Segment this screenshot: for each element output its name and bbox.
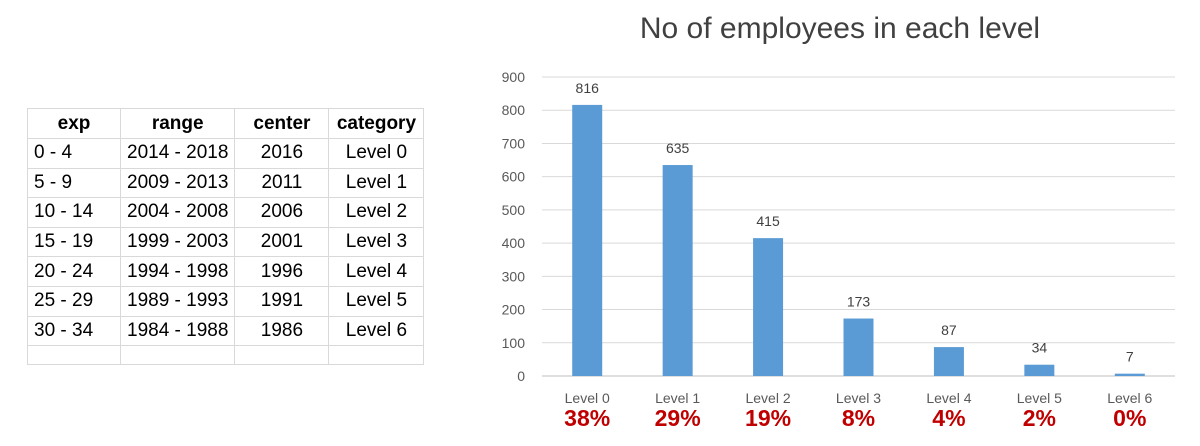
data-label: 415 — [756, 213, 780, 229]
table-row: 0 - 4 2014 - 2018 2016 Level 0 — [27, 138, 425, 169]
header-range: range — [119, 108, 236, 139]
exp-cell: 30 - 34 — [27, 315, 121, 347]
bar — [572, 104, 603, 376]
y-tick-label: 200 — [502, 302, 526, 318]
table-header-row: exp range center category — [27, 108, 425, 139]
center-cell: 1991 — [234, 285, 330, 317]
data-label: 87 — [941, 322, 957, 338]
y-tick-label: 300 — [502, 268, 526, 284]
percent-label: 0% — [1113, 405, 1147, 431]
table-row: 20 - 24 1994 - 1998 1996 Level 4 — [27, 256, 425, 287]
y-tick-label: 600 — [502, 169, 526, 185]
range-cell: 1984 - 1988 — [119, 315, 236, 347]
table-row: 15 - 19 1999 - 2003 2001 Level 3 — [27, 226, 425, 258]
percent-label: 4% — [932, 405, 966, 431]
category-cell: Level 4 — [328, 256, 425, 287]
table-row: 5 - 9 2009 - 2013 2011 Level 1 — [27, 167, 425, 199]
y-tick-label: 100 — [502, 335, 526, 351]
data-label: 816 — [576, 80, 600, 96]
y-tick-label: 0 — [517, 368, 525, 384]
exp-cell: 15 - 19 — [27, 226, 121, 258]
category-cell: Level 3 — [328, 226, 425, 258]
exp-cell: 25 - 29 — [27, 285, 121, 317]
y-tick-label: 500 — [502, 202, 526, 218]
y-tick-label: 800 — [502, 102, 526, 118]
exp-cell: 10 - 14 — [27, 197, 121, 228]
bar — [933, 347, 964, 376]
x-tick-label: Level 2 — [745, 390, 790, 406]
percent-label: 29% — [654, 405, 701, 431]
empty-cell — [328, 345, 425, 366]
data-label: 7 — [1126, 349, 1134, 365]
percent-label: 38% — [564, 405, 611, 431]
table-row: 10 - 14 2004 - 2008 2006 Level 2 — [27, 197, 425, 228]
x-tick-label: Level 5 — [1017, 390, 1062, 406]
data-label: 34 — [1032, 340, 1048, 356]
bar — [1024, 364, 1055, 376]
center-cell: 2016 — [234, 138, 330, 169]
exp-cell: 5 - 9 — [27, 167, 121, 199]
category-cell: Level 6 — [328, 315, 425, 347]
y-tick-label: 900 — [502, 69, 526, 85]
range-cell: 2009 - 2013 — [119, 167, 236, 199]
center-cell: 1986 — [234, 315, 330, 347]
category-cell: Level 5 — [328, 285, 425, 317]
table-row: 25 - 29 1989 - 1993 1991 Level 5 — [27, 285, 425, 317]
header-category: category — [328, 108, 425, 139]
x-tick-label: Level 6 — [1107, 390, 1152, 406]
data-label: 635 — [666, 140, 690, 156]
x-tick-label: Level 1 — [655, 390, 700, 406]
exp-cell: 20 - 24 — [27, 256, 121, 287]
bar — [662, 165, 693, 376]
x-tick-label: Level 3 — [836, 390, 881, 406]
y-tick-label: 700 — [502, 135, 526, 151]
percent-label: 8% — [841, 405, 876, 431]
data-table: exp range center category 0 - 4 2014 - 20… — [27, 108, 425, 366]
data-label: 173 — [847, 294, 871, 310]
range-cell: 2004 - 2008 — [119, 197, 236, 228]
bar — [1114, 373, 1145, 376]
bar — [753, 238, 784, 376]
chart-title: No of employees in each level — [639, 12, 1041, 45]
percent-label: 19% — [745, 405, 792, 431]
header-exp: exp — [27, 108, 121, 139]
range-cell: 1989 - 1993 — [119, 285, 236, 317]
table-empty-row — [27, 345, 425, 366]
x-tick-label: Level 4 — [926, 390, 971, 406]
category-cell: Level 2 — [328, 197, 425, 228]
empty-cell — [119, 345, 236, 366]
x-tick-label: Level 0 — [565, 390, 610, 406]
y-tick-label: 400 — [502, 235, 526, 251]
center-cell: 2011 — [234, 167, 330, 199]
bar — [843, 318, 874, 376]
category-cell: Level 0 — [328, 138, 425, 169]
range-cell: 2014 - 2018 — [119, 138, 236, 169]
category-cell: Level 1 — [328, 167, 425, 199]
percent-label: 2% — [1022, 405, 1056, 431]
table-row: 30 - 34 1984 - 1988 1986 Level 6 — [27, 315, 425, 347]
center-cell: 2006 — [234, 197, 330, 228]
